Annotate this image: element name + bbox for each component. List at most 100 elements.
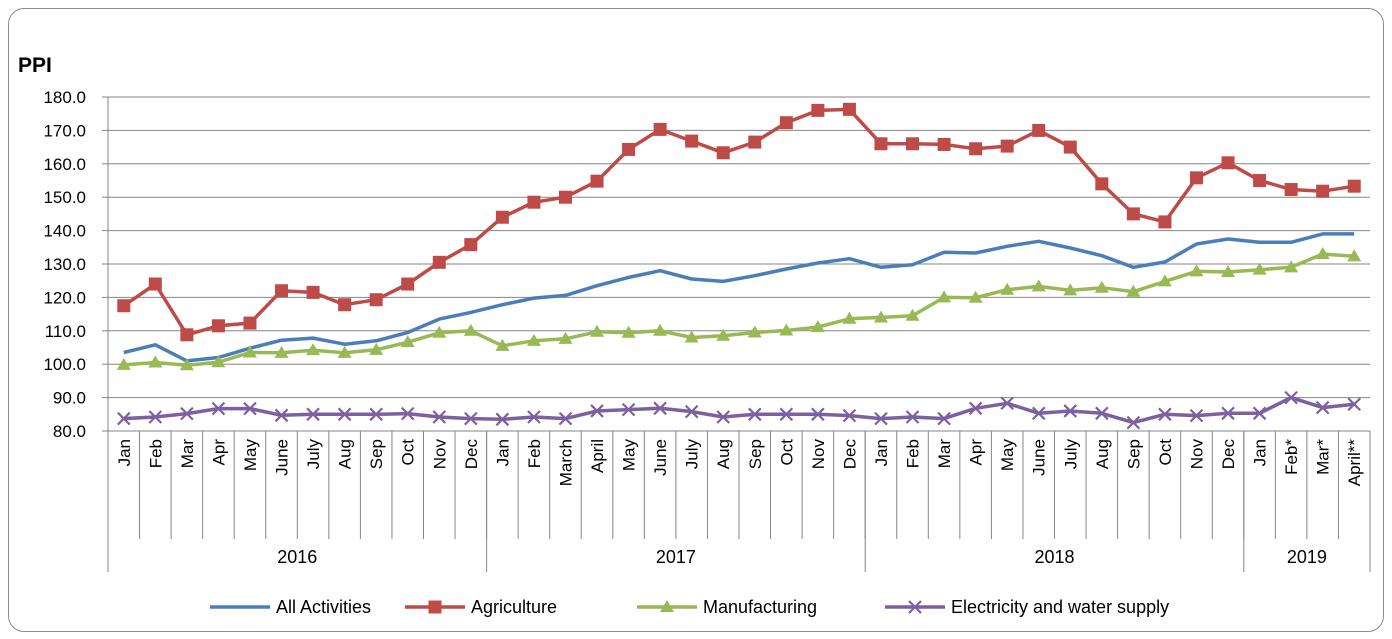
x-tick-label: April: [588, 439, 607, 473]
data-point: [1063, 283, 1078, 296]
y-tick-label: 160.0: [43, 155, 86, 174]
chart-frame: [8, 8, 1384, 632]
x-tick-label: Oct: [777, 439, 796, 466]
data-point: [842, 311, 857, 324]
x-tick-label: May: [998, 439, 1017, 472]
data-point: [428, 600, 442, 614]
x-tick-label: May: [620, 439, 639, 472]
data-point: [527, 195, 541, 209]
data-point: [908, 600, 922, 614]
data-point: [558, 411, 573, 426]
x-tick-label: Jan: [1251, 439, 1270, 466]
x-tick-label: Nov: [809, 439, 828, 470]
data-point: [1315, 246, 1330, 259]
y-tick-label: 90.0: [53, 389, 86, 408]
data-point: [1347, 397, 1361, 412]
x-tick-label: Mar*: [1314, 439, 1333, 475]
data-point: [1095, 177, 1109, 191]
data-point: [653, 323, 668, 336]
x-tick-label: Feb: [146, 439, 165, 468]
data-point: [1284, 390, 1298, 405]
x-tick-label: Oct: [1156, 439, 1175, 466]
data-point: [1126, 284, 1141, 297]
y-tick-label: 180.0: [43, 88, 86, 107]
x-tick-label: Apr: [967, 439, 986, 466]
x-tick-label: Sep: [746, 439, 765, 469]
x-tick-label: Sep: [1124, 439, 1143, 469]
data-point: [1347, 249, 1362, 262]
series-line: [122, 107, 1355, 337]
x-tick-label: March: [556, 439, 575, 486]
data-point: [1000, 139, 1014, 153]
data-point: [464, 411, 478, 426]
y-tick-label: 150.0: [43, 188, 86, 207]
data-point: [1189, 408, 1204, 423]
x-tick-label: Jan: [872, 439, 891, 466]
y-axis-title: PPI: [18, 54, 52, 77]
x-tick-label: Aug: [714, 439, 733, 469]
data-point: [906, 137, 920, 151]
data-point: [590, 174, 604, 188]
legend-label: Electricity and water supply: [951, 597, 1169, 617]
data-point: [369, 293, 383, 307]
x-tick-label: May: [241, 439, 260, 472]
data-point: [937, 290, 952, 303]
y-tick-label: 100.0: [43, 355, 86, 374]
data-point: [211, 319, 225, 333]
data-point: [684, 330, 699, 343]
data-point: [495, 412, 510, 427]
data-point: [1315, 400, 1330, 415]
data-point: [660, 600, 674, 612]
series-electricity-and-water-supply: [116, 390, 1361, 430]
axis-labels: 180.0 170.0 160.0 150.0 140.0 130.0 120.0 110.0…: [43, 88, 1364, 567]
x-tick-label: Apr: [209, 439, 228, 466]
data-point: [1284, 183, 1298, 197]
data-point: [842, 102, 856, 116]
data-point: [306, 407, 320, 422]
data-point: [1063, 404, 1078, 418]
data-point: [117, 299, 131, 313]
data-point: [779, 407, 794, 422]
legend-item: Electricity and water supply: [885, 597, 1169, 617]
data-point: [338, 298, 352, 312]
data-point: [873, 310, 888, 323]
data-point: [1221, 265, 1236, 278]
data-point: [369, 407, 383, 422]
x-tick-label: July: [304, 439, 323, 470]
x-tick-label: Jan: [493, 439, 512, 466]
data-point: [432, 325, 447, 338]
data-point: [148, 355, 163, 368]
data-point: [811, 407, 825, 422]
data-point: [1284, 260, 1299, 273]
legend: All Activities Agriculture Manufacturing El…: [210, 597, 1169, 617]
data-point: [937, 137, 951, 151]
series-all-activities: [123, 232, 1355, 363]
x-tick-label: April**: [1345, 439, 1364, 487]
data-point: [1094, 280, 1109, 293]
data-point: [1347, 179, 1361, 193]
data-point: [905, 308, 920, 321]
data-point: [905, 410, 920, 424]
data-point: [558, 331, 573, 344]
data-point: [179, 358, 194, 371]
data-point: [1000, 282, 1015, 295]
x-tick-label: Feb: [525, 439, 544, 468]
legend-item: Agriculture: [405, 597, 557, 617]
data-point: [1000, 396, 1014, 411]
series-manufacturing: [116, 246, 1362, 371]
data-point: [1252, 262, 1267, 275]
group-label: 2018: [1034, 547, 1074, 567]
data-point: [401, 277, 415, 291]
data-point: [811, 103, 825, 117]
data-point: [622, 142, 636, 156]
x-tick-label: Aug: [336, 439, 355, 469]
group-label: 2016: [277, 547, 317, 567]
x-tick-label: Mar: [935, 439, 954, 469]
x-tick-label: July: [1061, 439, 1080, 470]
x-tick-label: Aug: [1093, 439, 1112, 469]
data-point: [1031, 279, 1046, 292]
data-point: [242, 345, 257, 358]
data-point: [400, 335, 415, 348]
data-point: [1189, 264, 1204, 277]
data-point: [685, 134, 699, 148]
